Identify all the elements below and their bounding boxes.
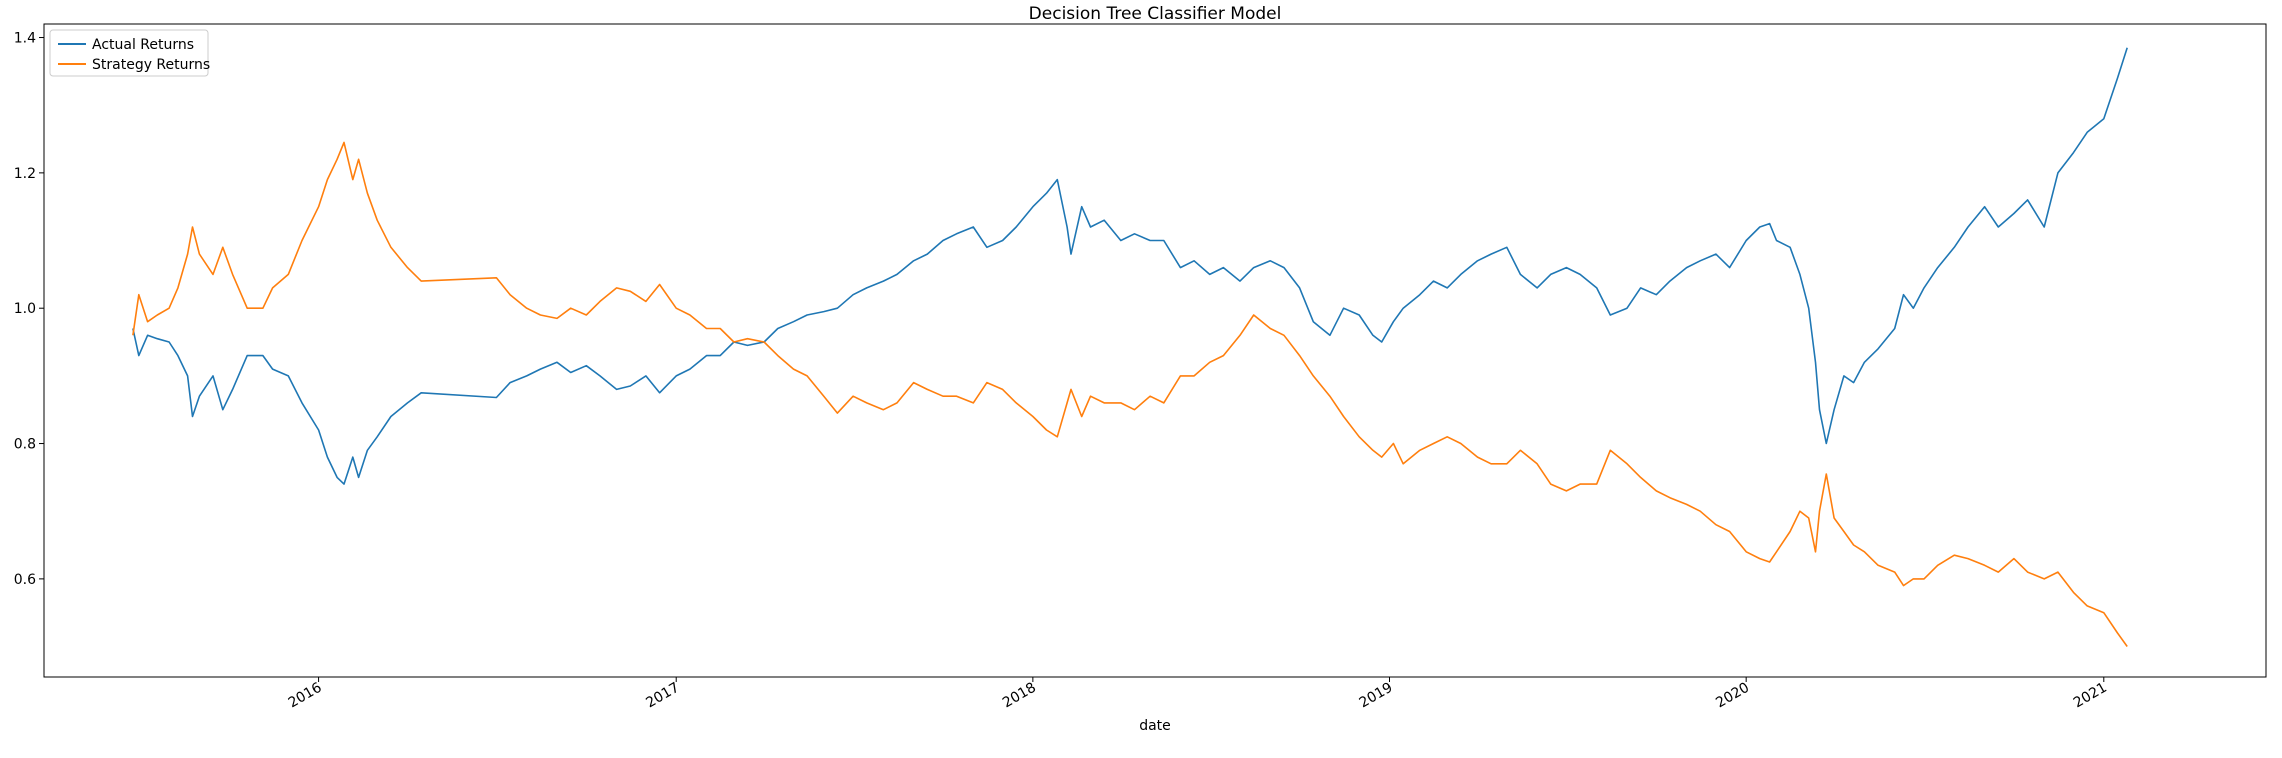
y-tick-label: 0.8 <box>14 437 36 453</box>
legend-label-actual-returns: Actual Returns <box>92 37 194 53</box>
plot-frame <box>43 23 2267 678</box>
series-line-actual-returns <box>132 47 2128 485</box>
y-tick-label: 1.2 <box>14 166 36 182</box>
y-tick-label: 1.4 <box>14 31 36 47</box>
x-axis-label: date <box>1139 718 1171 734</box>
legend: Actual Returns Strategy Returns <box>49 29 210 77</box>
legend-label-strategy-returns: Strategy Returns <box>92 57 210 73</box>
legend-box <box>49 29 209 77</box>
chart-title: Decision Tree Classifier Model <box>1029 4 1282 24</box>
y-tick-label: 1.0 <box>14 301 36 317</box>
series-line-strategy-returns <box>132 141 2128 647</box>
y-tick-label: 0.6 <box>14 572 36 588</box>
series-layer <box>132 47 2128 647</box>
y-axis: 0.6 0.8 1.0 1.2 1.4 <box>14 31 44 588</box>
